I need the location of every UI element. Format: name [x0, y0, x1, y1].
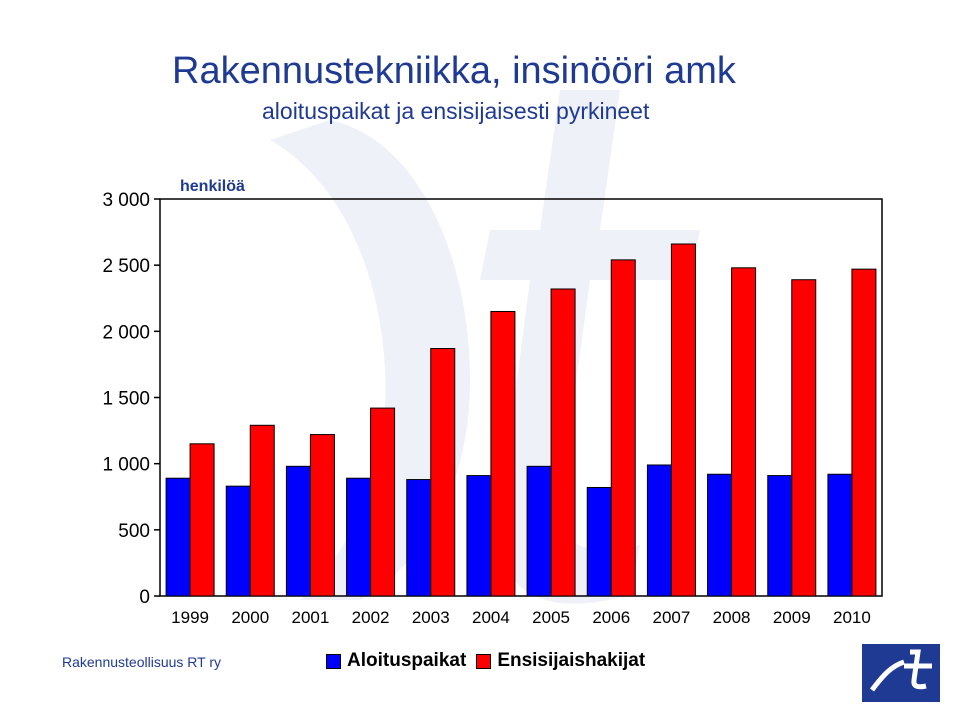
bar-aloituspaikat	[526, 465, 552, 597]
bar-aloituspaikat	[827, 473, 853, 597]
y-tick-label: 2 500	[102, 256, 150, 277]
chart-title: Rakennustekniikka, insinööri amk	[172, 50, 736, 92]
bar-ensisijaishakijat	[670, 243, 696, 597]
y-tick-label: 1 000	[102, 455, 150, 476]
bar-ensisijaishakijat	[370, 407, 396, 597]
x-tick-label: 2000	[231, 608, 269, 627]
x-tick-label: 2007	[653, 608, 691, 627]
y-tick-label: 1 500	[102, 389, 150, 410]
legend-swatch-blue	[326, 653, 341, 669]
rt-logo-icon	[862, 644, 940, 702]
legend-item-ensisijaishakijat: Ensisijaishakijat	[476, 650, 645, 672]
x-tick-label: 2003	[412, 608, 450, 627]
bar-aloituspaikat	[346, 477, 372, 597]
bar-aloituspaikat	[406, 479, 432, 597]
x-tick-label: 1999	[171, 608, 209, 627]
y-tick-label: 2 000	[102, 322, 150, 343]
legend: Aloituspaikat Ensisijaishakijat	[326, 650, 655, 672]
x-tick-label: 2004	[472, 608, 510, 627]
bar-ensisijaishakijat	[550, 288, 576, 597]
bar-aloituspaikat	[707, 473, 733, 597]
bar-aloituspaikat	[225, 485, 251, 597]
legend-label: Ensisijaishakijat	[497, 650, 646, 671]
bar-ensisijaishakijat	[490, 310, 516, 597]
bar-ensisijaishakijat	[731, 267, 757, 597]
bar-aloituspaikat	[466, 475, 492, 597]
legend-label: Aloituspaikat	[347, 650, 467, 671]
y-tick-label: 3 000	[102, 190, 150, 211]
bar-ensisijaishakijat	[851, 268, 877, 597]
bar-ensisijaishakijat	[189, 443, 215, 597]
bar-ensisijaishakijat	[309, 434, 335, 597]
x-tick-label: 2002	[352, 608, 390, 627]
y-tick-label: 500	[118, 521, 150, 542]
bar-ensisijaishakijat	[791, 279, 817, 597]
bar-ensisijaishakijat	[430, 348, 456, 597]
bar-ensisijaishakijat	[610, 259, 636, 597]
x-tick-label: 2008	[713, 608, 751, 627]
chart-subtitle: aloituspaikat ja ensisijaisesti pyrkinee…	[262, 98, 650, 124]
bar-aloituspaikat	[285, 465, 311, 597]
x-tick-label: 2006	[592, 608, 630, 627]
y-tick-label: 0	[139, 587, 150, 608]
bar-aloituspaikat	[646, 464, 672, 597]
x-tick-label: 2005	[532, 608, 570, 627]
x-tick-label: 2009	[773, 608, 811, 627]
bar-aloituspaikat	[586, 486, 612, 597]
bar-aloituspaikat	[165, 477, 191, 597]
x-tick-label: 2001	[292, 608, 330, 627]
source-credit: Rakennusteollisuus RT ry	[62, 654, 222, 670]
bar-ensisijaishakijat	[249, 424, 275, 597]
legend-item-aloituspaikat: Aloituspaikat	[326, 650, 466, 672]
y-axis-label: henkilöä	[180, 178, 245, 195]
bar-aloituspaikat	[767, 475, 793, 597]
x-tick-label: 2010	[833, 608, 871, 627]
legend-swatch-red	[476, 653, 492, 669]
